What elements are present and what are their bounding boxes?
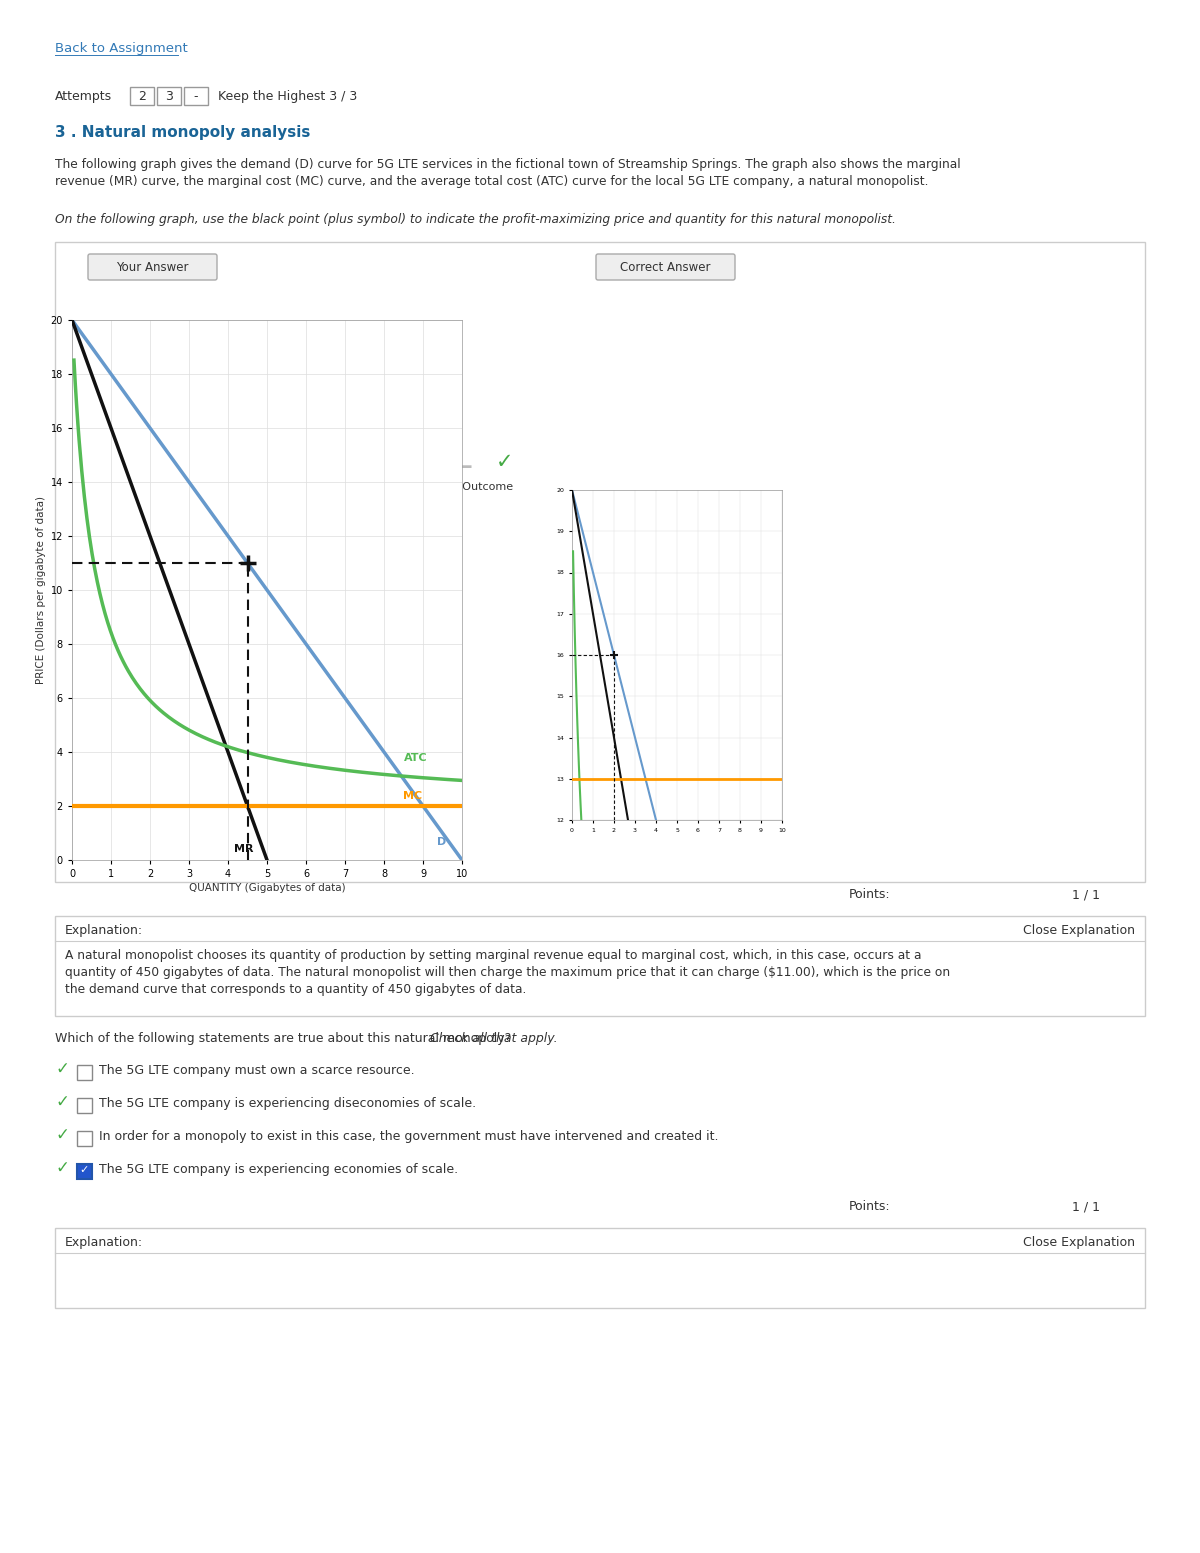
- Text: 1 / 1: 1 / 1: [1072, 1200, 1100, 1213]
- Text: The 5G LTE company must own a scarce resource.: The 5G LTE company must own a scarce res…: [98, 1064, 415, 1076]
- Text: The following graph gives the demand (D) curve for 5G LTE services in the fictio: The following graph gives the demand (D)…: [55, 158, 961, 171]
- Text: The 5G LTE company is experiencing economies of scale.: The 5G LTE company is experiencing econo…: [98, 1163, 458, 1176]
- Bar: [77, 1098, 92, 1114]
- Text: ✓: ✓: [55, 1061, 68, 1078]
- FancyBboxPatch shape: [88, 255, 217, 280]
- Bar: [77, 1165, 92, 1179]
- Text: 1 / 1: 1 / 1: [1072, 888, 1100, 901]
- Text: Which of the following statements are true about this natural monopoly?: Which of the following statements are tr…: [55, 1033, 515, 1045]
- Text: Your Answer: Your Answer: [115, 261, 188, 273]
- Text: ✓: ✓: [55, 1159, 68, 1177]
- Text: Close Explanation: Close Explanation: [1022, 1236, 1135, 1249]
- Text: Attempts: Attempts: [55, 90, 112, 102]
- Text: Monopoly Outcome: Monopoly Outcome: [404, 481, 514, 492]
- FancyBboxPatch shape: [55, 916, 1145, 1016]
- FancyBboxPatch shape: [130, 87, 154, 106]
- Text: ✓: ✓: [55, 1126, 68, 1145]
- X-axis label: QUANTITY (Gigabytes of data): QUANTITY (Gigabytes of data): [188, 884, 346, 893]
- Text: 3 . Natural monopoly analysis: 3 . Natural monopoly analysis: [55, 124, 311, 140]
- Y-axis label: PRICE (Dollars per gigabyte of data): PRICE (Dollars per gigabyte of data): [36, 495, 47, 683]
- Text: 3: 3: [166, 90, 173, 102]
- Text: A natural monopolist chooses its quantity of production by setting marginal reve: A natural monopolist chooses its quantit…: [65, 949, 922, 961]
- FancyBboxPatch shape: [157, 87, 181, 106]
- Text: ATC: ATC: [403, 753, 427, 764]
- FancyBboxPatch shape: [55, 1228, 1145, 1308]
- Text: Back to Assignment: Back to Assignment: [55, 42, 187, 54]
- Text: Explanation:: Explanation:: [65, 924, 143, 936]
- Text: MC: MC: [403, 790, 422, 801]
- Text: Points:: Points:: [848, 888, 890, 901]
- Text: On the following graph, use the black point (plus symbol) to indicate the profit: On the following graph, use the black po…: [55, 213, 896, 227]
- Text: -: -: [193, 90, 198, 102]
- Text: MR: MR: [234, 843, 253, 854]
- Text: +: +: [444, 450, 474, 485]
- FancyBboxPatch shape: [596, 255, 734, 280]
- FancyBboxPatch shape: [55, 242, 1145, 882]
- Bar: [77, 1131, 92, 1146]
- Text: In order for a monopoly to exist in this case, the government must have interven: In order for a monopoly to exist in this…: [98, 1131, 719, 1143]
- Text: D: D: [437, 837, 446, 846]
- Text: The 5G LTE company is experiencing diseconomies of scale.: The 5G LTE company is experiencing disec…: [98, 1096, 476, 1110]
- FancyBboxPatch shape: [184, 87, 208, 106]
- Text: Explanation:: Explanation:: [65, 1236, 143, 1249]
- Text: ✓: ✓: [497, 452, 514, 472]
- Text: ✓: ✓: [80, 1165, 89, 1176]
- Bar: [77, 1065, 92, 1079]
- Text: Correct Answer: Correct Answer: [619, 261, 710, 273]
- Text: Points:: Points:: [848, 1200, 890, 1213]
- Text: the demand curve that corresponds to a quantity of 450 gigabytes of data.: the demand curve that corresponds to a q…: [65, 983, 527, 995]
- Text: Keep the Highest 3 / 3: Keep the Highest 3 / 3: [218, 90, 358, 102]
- Text: quantity of 450 gigabytes of data. The natural monopolist will then charge the m: quantity of 450 gigabytes of data. The n…: [65, 966, 950, 978]
- Text: Close Explanation: Close Explanation: [1022, 924, 1135, 936]
- Text: Check all that apply.: Check all that apply.: [430, 1033, 558, 1045]
- Text: revenue (MR) curve, the marginal cost (MC) curve, and the average total cost (AT: revenue (MR) curve, the marginal cost (M…: [55, 175, 929, 188]
- Text: ✓: ✓: [55, 1093, 68, 1110]
- Text: 2: 2: [138, 90, 146, 102]
